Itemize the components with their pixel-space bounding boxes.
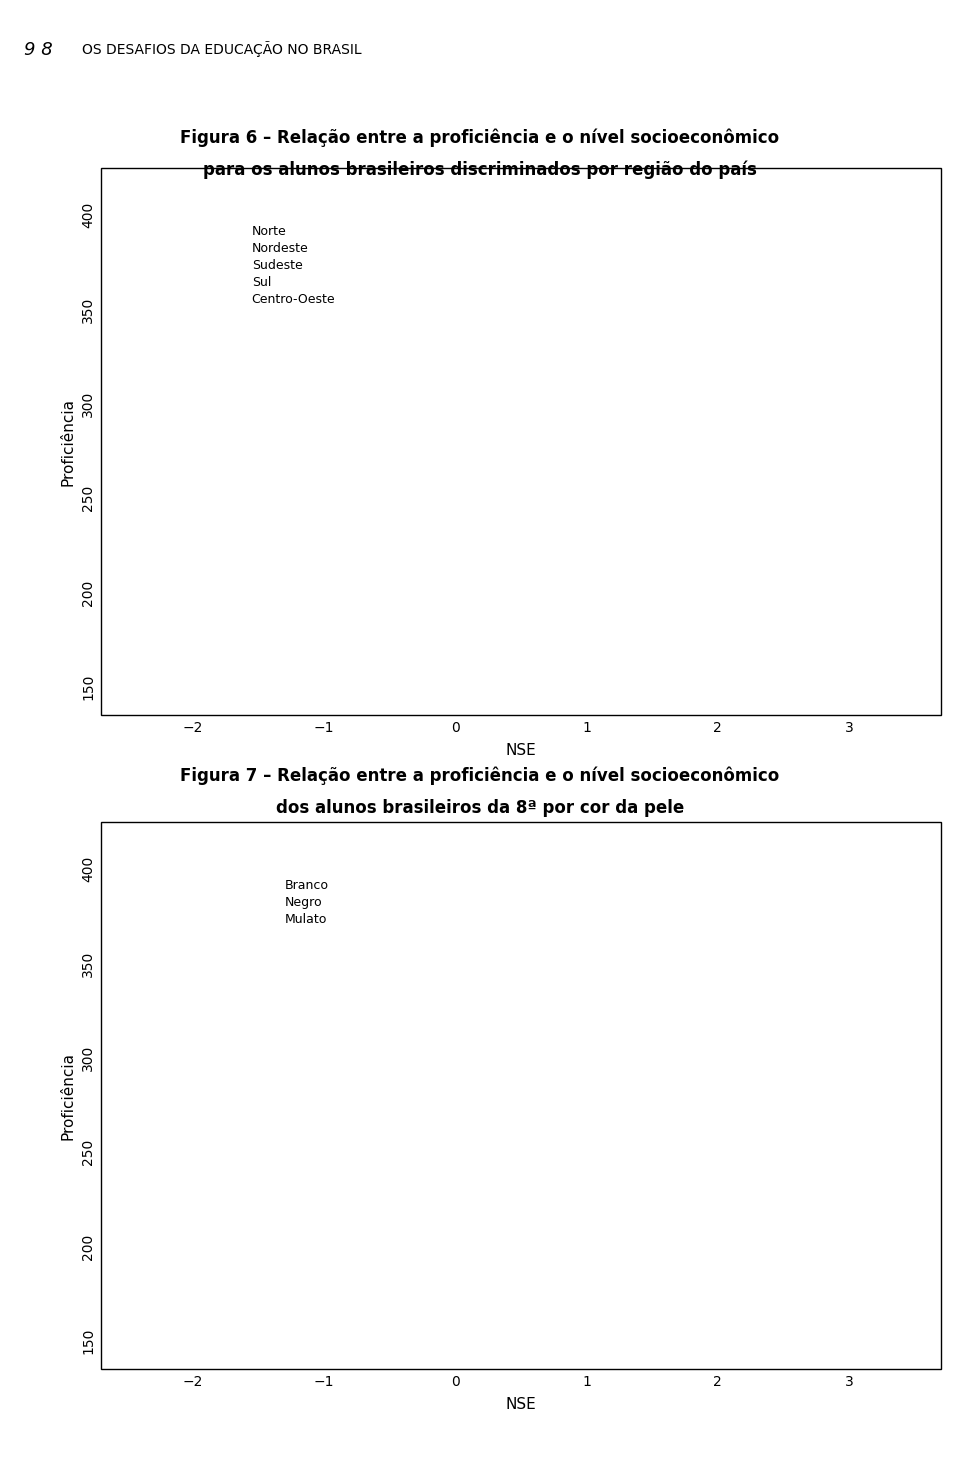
Bar bbox=[101, 822, 941, 1369]
Text: Figura 7 – Relação entre a proficiência e o nível socioeconômico: Figura 7 – Relação entre a proficiência … bbox=[180, 766, 780, 785]
Text: Branco
Negro
Mulato: Branco Negro Mulato bbox=[284, 879, 328, 926]
X-axis label: NSE: NSE bbox=[505, 1397, 537, 1412]
X-axis label: NSE: NSE bbox=[505, 743, 537, 758]
Text: Norte
Nordeste
Sudeste
Sul
Centro-Oeste: Norte Nordeste Sudeste Sul Centro-Oeste bbox=[252, 225, 335, 305]
Text: 9 8: 9 8 bbox=[24, 41, 53, 58]
Text: para os alunos brasileiros discriminados por região do país: para os alunos brasileiros discriminados… bbox=[204, 161, 756, 180]
Text: OS DESAFIOS DA EDUCAÇÃO NO BRASIL: OS DESAFIOS DA EDUCAÇÃO NO BRASIL bbox=[82, 41, 361, 57]
Y-axis label: Proficiência: Proficiência bbox=[60, 397, 76, 486]
Bar bbox=[101, 168, 941, 715]
Text: dos alunos brasileiros da 8ª por cor da pele: dos alunos brasileiros da 8ª por cor da … bbox=[276, 799, 684, 816]
Y-axis label: Proficiência: Proficiência bbox=[60, 1051, 76, 1140]
Text: Figura 6 – Relação entre a proficiência e o nível socioeconômico: Figura 6 – Relação entre a proficiência … bbox=[180, 128, 780, 147]
